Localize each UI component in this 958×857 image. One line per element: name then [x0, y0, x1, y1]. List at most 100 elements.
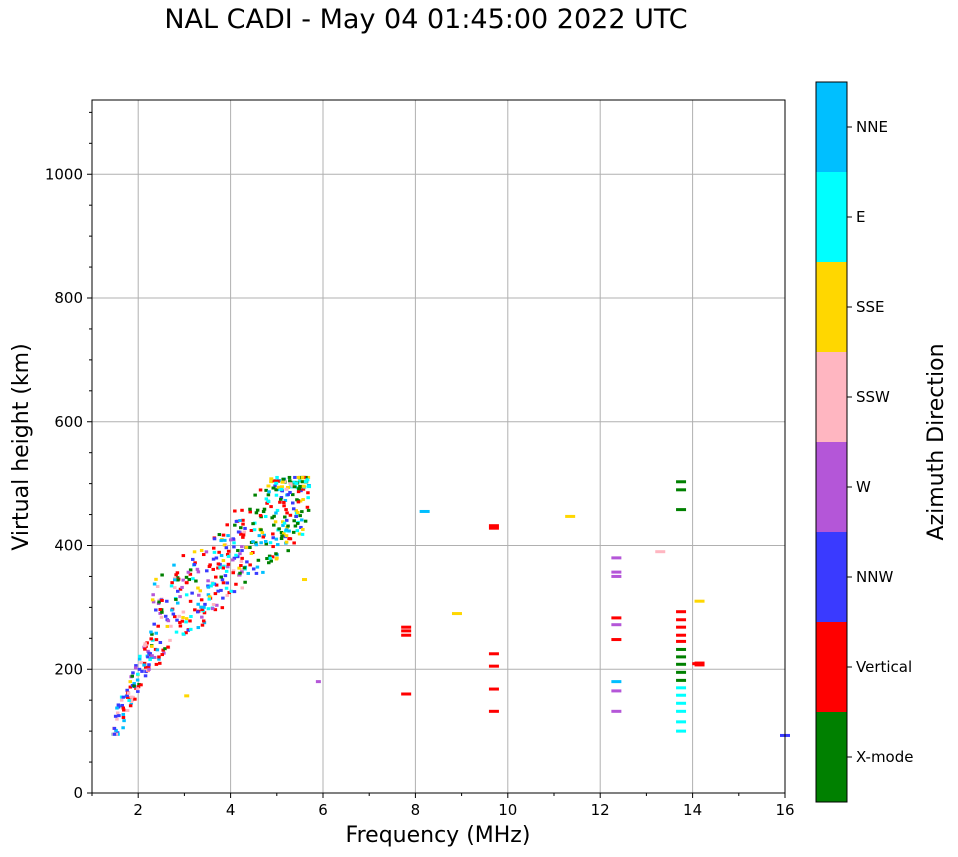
trace-point — [222, 564, 226, 568]
echo-point — [488, 652, 499, 656]
trace-point — [121, 706, 126, 710]
echo-point — [611, 574, 622, 578]
trace-point — [241, 533, 246, 537]
x-tick-label: 8 — [411, 801, 421, 819]
trace-point — [269, 505, 273, 509]
trace-point — [160, 653, 164, 657]
trace-point — [156, 624, 160, 628]
trace-point — [208, 563, 212, 567]
trace-point — [300, 518, 304, 522]
trace-point — [281, 477, 286, 481]
trace-point — [214, 583, 219, 587]
trace-point — [140, 669, 144, 673]
trace-point — [166, 645, 170, 649]
trace-point — [284, 518, 289, 522]
trace-point — [278, 497, 283, 501]
trace-point — [266, 493, 271, 497]
trace-point — [127, 698, 131, 702]
trace-point — [154, 638, 159, 642]
trace-point — [157, 655, 161, 659]
x-tick-label: 4 — [226, 801, 236, 819]
trace-point — [181, 578, 185, 582]
trace-point — [178, 587, 183, 591]
trace-point — [189, 615, 193, 619]
echo-point — [694, 599, 705, 603]
trace-point — [177, 614, 181, 618]
trace-point — [170, 608, 174, 612]
echo-point — [676, 639, 687, 643]
trace-point — [239, 532, 243, 536]
trace-point — [151, 600, 156, 604]
trace-point — [273, 484, 277, 488]
trace-point — [226, 562, 231, 566]
trace-point — [299, 489, 303, 493]
trace-point — [228, 538, 233, 542]
trace-point — [188, 572, 193, 576]
trace-point — [136, 685, 141, 689]
trace-point — [306, 491, 310, 495]
trace-point — [129, 700, 134, 704]
trace-point — [264, 488, 268, 492]
trace-point — [295, 498, 299, 502]
echo-point — [676, 693, 687, 697]
trace-point — [196, 602, 200, 606]
trace-point — [157, 600, 161, 604]
colorbar-segment — [816, 712, 847, 802]
trace-point — [307, 485, 312, 489]
trace-point — [112, 726, 117, 730]
trace-point — [274, 493, 279, 497]
trace-point — [265, 501, 269, 505]
trace-point — [249, 528, 254, 532]
echo-point — [676, 709, 687, 713]
trace-point — [279, 485, 284, 489]
trace-point — [116, 703, 121, 707]
trace-point — [136, 672, 140, 676]
trace-point — [234, 519, 239, 523]
trace-point — [207, 597, 212, 601]
echo-point — [401, 633, 412, 637]
trace-point — [286, 493, 290, 497]
trace-point — [147, 667, 151, 671]
trace-point — [238, 573, 242, 577]
colorbar-tick-label: NNE — [856, 118, 888, 136]
trace-point — [200, 615, 204, 619]
trace-point — [251, 540, 255, 544]
trace-point — [236, 530, 241, 534]
trace-point — [262, 533, 267, 537]
trace-point — [248, 563, 252, 567]
trace-point — [221, 559, 226, 563]
trace-point — [239, 568, 244, 572]
trace-point — [218, 565, 222, 569]
trace-point — [161, 648, 165, 652]
trace-point — [263, 514, 268, 518]
trace-point — [264, 497, 269, 501]
echo-point — [692, 662, 703, 666]
trace-point — [145, 641, 149, 645]
trace-point — [240, 570, 244, 574]
echo-point — [451, 612, 462, 616]
trace-point — [199, 548, 204, 552]
trace-point — [293, 524, 298, 528]
trace-point — [231, 569, 236, 573]
data-layer — [111, 475, 790, 737]
trace-point — [233, 509, 237, 513]
trace-point — [128, 685, 133, 689]
trace-point — [174, 573, 178, 577]
trace-point — [202, 621, 207, 625]
colorbar-tick-label: W — [856, 478, 871, 496]
trace-point — [280, 534, 284, 538]
echo-point — [676, 655, 687, 659]
trace-point — [231, 571, 236, 575]
trace-point — [268, 556, 273, 560]
trace-point — [301, 527, 305, 531]
trace-point — [301, 498, 305, 502]
trace-point — [273, 520, 278, 524]
trace-point — [149, 637, 153, 641]
trace-point — [192, 563, 197, 567]
trace-point — [154, 631, 159, 635]
trace-point — [168, 638, 172, 642]
trace-point — [306, 496, 310, 500]
trace-point — [212, 537, 217, 541]
trace-point — [125, 688, 129, 692]
trace-point — [300, 480, 305, 484]
